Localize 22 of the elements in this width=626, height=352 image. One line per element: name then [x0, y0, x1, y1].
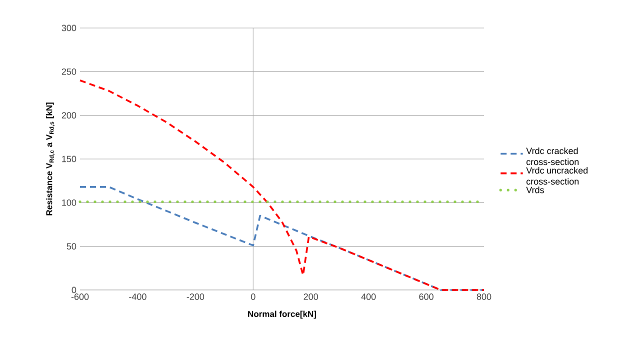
y-tick-label: 250	[62, 68, 76, 75]
x-tick-label: 400	[361, 294, 376, 300]
y-tick-label: 100	[62, 199, 76, 206]
y-tick-label: 300	[62, 24, 76, 32]
x-tick-label: -200	[186, 294, 204, 300]
y-tick-label: 0	[72, 286, 76, 294]
x-tick-label: 0	[250, 294, 256, 300]
x-tick-label: 800	[476, 294, 492, 300]
line-series	[79, 79, 485, 291]
x-tick-label: 600	[419, 294, 434, 300]
y-tick-label: 50	[66, 243, 76, 250]
y-tick-label: 200	[62, 112, 76, 119]
legend-label: Vrdc cracked cross-section	[526, 147, 579, 166]
x-tick-label: -600	[71, 294, 89, 300]
x-tick-label: 200	[304, 294, 318, 300]
x-axis-title: Normal force[kN]	[248, 310, 316, 319]
legend-label: Vrds	[526, 186, 544, 194]
y-axis-title: Resistance V$_{Rd,c}$ a V$_{Rd,s}$ [kN]	[46, 102, 55, 216]
line-series	[79, 186, 485, 291]
legend-label: Vrdc uncracked cross-section	[526, 167, 588, 185]
x-tick-label: -400	[129, 294, 146, 300]
y-tick-label: 150	[62, 156, 76, 162]
